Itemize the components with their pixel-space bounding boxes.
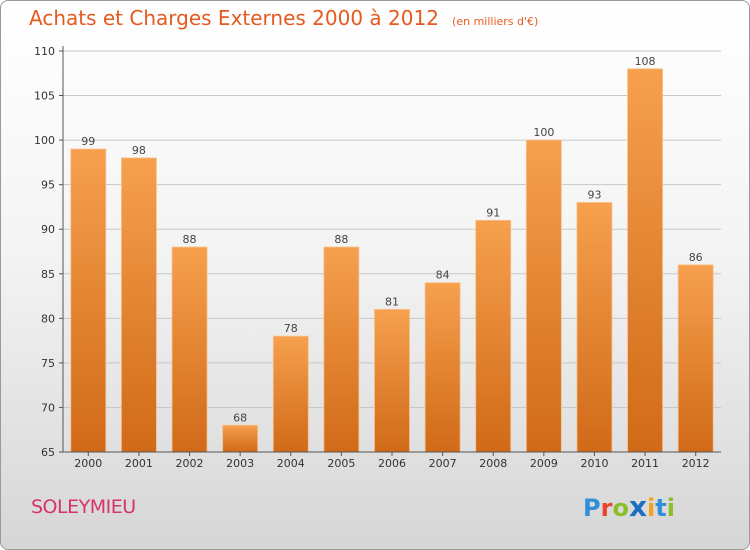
- x-tick-label: 2007: [429, 457, 457, 470]
- y-tick-label: 100: [34, 134, 55, 147]
- x-tick-label: 2004: [277, 457, 305, 470]
- bar-value-label: 100: [533, 126, 554, 139]
- bar-2007: [424, 282, 461, 453]
- bar-2012: [677, 264, 714, 453]
- bar-2009: [525, 139, 562, 453]
- y-tick-label: 70: [41, 401, 55, 414]
- x-tick-label: 2010: [580, 457, 608, 470]
- x-tick-label: 2011: [631, 457, 659, 470]
- y-tick-label: 90: [41, 223, 55, 236]
- y-tick-label: 65: [41, 446, 55, 459]
- x-tick-label: 2005: [327, 457, 355, 470]
- bar-value-label: 86: [689, 251, 703, 264]
- bar-value-label: 99: [81, 135, 95, 148]
- bar-value-label: 88: [183, 233, 197, 246]
- x-tick-label: 2003: [226, 457, 254, 470]
- bar-value-label: 91: [486, 206, 500, 219]
- commune-name: SOLEYMIEU: [31, 496, 136, 518]
- bar-value-label: 68: [233, 411, 247, 424]
- bar-2010: [576, 202, 613, 453]
- x-tick-label: 2000: [74, 457, 102, 470]
- chart-unit: (en milliers d'€): [452, 15, 539, 28]
- title-row: Achats et Charges Externes 2000 à 2012 (…: [29, 6, 538, 30]
- x-tick-label: 2001: [125, 457, 153, 470]
- y-tick-label: 110: [34, 45, 55, 58]
- bar-value-label: 108: [635, 55, 656, 68]
- bar-value-label: 88: [334, 233, 348, 246]
- y-tick-label: 80: [41, 312, 55, 325]
- bar-value-label: 81: [385, 295, 399, 308]
- x-tick-label: 2012: [682, 457, 710, 470]
- bar-2008: [475, 219, 512, 453]
- proxiti-logo: Proxiti: [583, 490, 675, 523]
- chart-title: Achats et Charges Externes 2000 à 2012: [29, 6, 439, 30]
- y-tick-label: 105: [34, 90, 55, 103]
- y-tick-label: 95: [41, 179, 55, 192]
- bar-value-label: 93: [587, 188, 601, 201]
- bar-value-label: 84: [436, 269, 450, 282]
- bar-2001: [121, 157, 157, 453]
- bar-2002: [171, 246, 208, 453]
- bar-2011: [627, 68, 663, 453]
- bar-2003: [222, 424, 259, 453]
- bar-value-label: 98: [132, 144, 146, 157]
- bar-2005: [323, 246, 360, 453]
- bar-2006: [374, 309, 410, 453]
- x-tick-label: 2008: [479, 457, 507, 470]
- y-tick-label: 75: [41, 357, 55, 370]
- bar-2000: [70, 148, 107, 453]
- bar-2004: [272, 335, 309, 453]
- x-tick-label: 2009: [530, 457, 558, 470]
- bar-value-label: 78: [284, 322, 298, 335]
- y-tick-label: 85: [41, 268, 55, 281]
- x-tick-label: 2006: [378, 457, 406, 470]
- x-tick-label: 2002: [176, 457, 204, 470]
